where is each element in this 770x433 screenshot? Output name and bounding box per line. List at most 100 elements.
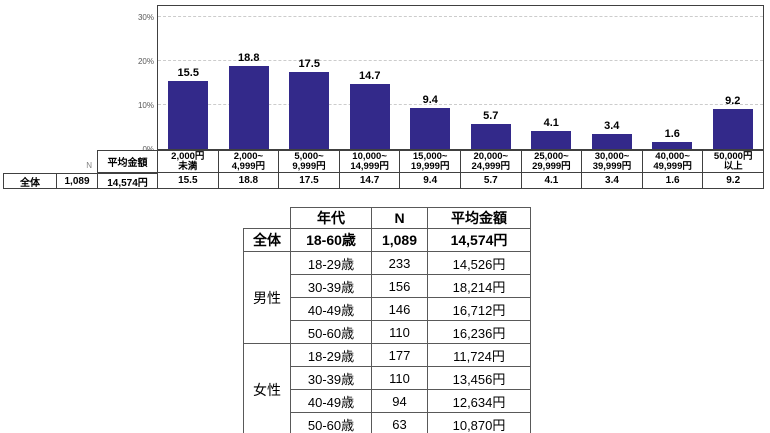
category-header-line: 14,999円 <box>350 161 389 172</box>
avg-cell: 14,526円 <box>427 251 531 275</box>
avg-cell: 11,724円 <box>427 343 531 367</box>
category-header-cell: 15,000~ 19,999円 <box>400 151 461 173</box>
category-header-cell: 10,000~ 14,999円 <box>339 150 401 173</box>
bar-slot: 5.7 <box>461 6 522 149</box>
bar-value-label: 15.5 <box>177 66 199 79</box>
table-row: 50-60歳 63 10,870円 <box>244 412 531 433</box>
category-header-cell: 50,000円 以上 <box>703 151 764 173</box>
ytick-label: 0% <box>128 145 154 154</box>
bar <box>289 72 330 149</box>
bar <box>228 66 269 149</box>
category-header-line: 30,000~ <box>594 150 630 162</box>
total-n-cell: 1,089 <box>371 228 428 252</box>
n-cell: 110 <box>371 366 428 390</box>
bar-slot: 1.6 <box>642 6 703 149</box>
category-header-line: 29,999円 <box>532 161 571 172</box>
bar-value-label: 1.6 <box>664 127 680 140</box>
n-cell: 146 <box>371 297 428 321</box>
n-cell: 110 <box>371 320 428 344</box>
total-row-label-cell: 全体 <box>3 173 57 189</box>
age-cell: 50-60歳 <box>290 412 372 433</box>
bar-slot: 15.5 <box>158 6 219 149</box>
avg-cell: 10,870円 <box>427 412 531 433</box>
category-header-line: 未満 <box>178 161 198 172</box>
avg-cell: 18,214円 <box>427 274 531 298</box>
bar-slot: 9.2 <box>703 6 764 149</box>
category-header-cell: 2,000円 未満 <box>158 151 219 173</box>
category-value-cell: 18.8 <box>218 173 280 189</box>
chart-category-table: 2,000円 未満 2,000~ 4,999円 5,000~ 9,999円 10,000~ 1… <box>157 150 764 189</box>
bar-value-label: 17.5 <box>298 58 320 70</box>
column-header-cell: 平均金額 <box>427 207 531 229</box>
ytick-label: 30% <box>137 13 154 22</box>
n-cell: 63 <box>371 412 428 433</box>
column-header-cell: 年代 <box>290 207 372 229</box>
gridline-20% <box>158 60 763 61</box>
age-cell: 18-29歳 <box>290 251 372 275</box>
bar <box>712 108 753 149</box>
bar <box>531 130 572 149</box>
category-value-cell: 4.1 <box>521 173 583 189</box>
column-header-cell: N <box>371 207 428 229</box>
category-header-cell: 20,000~ 24,999円 <box>460 151 522 173</box>
age-cell: 30-39歳 <box>290 274 372 298</box>
category-header-line: 25,000~ <box>534 150 569 162</box>
bar-value-label: 9.2 <box>725 94 741 107</box>
gridline-30% <box>158 16 763 17</box>
demographics-table: 年代 N 平均金額 全体 18-60歳 1,089 14,574円 男性 18-29歳 233 14… <box>243 207 531 433</box>
n-cell: 233 <box>371 251 428 275</box>
total-n-value-cell: 1,089 <box>56 173 98 189</box>
avg-cell: 16,236円 <box>427 320 531 344</box>
bar <box>168 80 209 149</box>
avg-cell: 16,712円 <box>427 297 531 321</box>
category-value-cell: 1.6 <box>642 173 704 189</box>
total-row: 全体 18-60歳 1,089 14,574円 <box>243 228 531 252</box>
age-cell: 18-29歳 <box>290 343 372 367</box>
avg-amount-header-cell: 平均金額 <box>97 150 158 173</box>
ytick-label: 20% <box>137 57 154 66</box>
n-cell: 156 <box>371 274 428 298</box>
gridline-10% <box>158 104 763 105</box>
table-row: 50-60歳 110 16,236円 <box>244 320 531 344</box>
category-header-line: 24,999円 <box>471 161 511 172</box>
category-header-line: 5,000~ <box>294 150 324 162</box>
table-row: 40-49歳 146 16,712円 <box>244 297 531 321</box>
n-cell: 177 <box>371 343 428 367</box>
table-row: 30-39歳 110 13,456円 <box>244 366 531 390</box>
bar-value-label: 14.7 <box>359 70 381 83</box>
category-header-line: 10,000~ <box>352 150 387 162</box>
category-header-line: 9,999円 <box>292 161 326 172</box>
category-value-cell: 5.7 <box>460 173 522 189</box>
category-header-line: 50,000円 <box>713 150 753 162</box>
table-header-row: 年代 N 平均金額 <box>243 207 531 229</box>
category-value-cell: 17.5 <box>279 173 340 189</box>
table-row: 男性 18-29歳 233 14,526円 <box>243 251 531 344</box>
group-label-cell: 女性 <box>243 343 291 433</box>
bar-value-label: 18.8 <box>238 52 260 65</box>
n-column-label: N <box>86 161 92 170</box>
bar-slot: 14.7 <box>340 6 401 149</box>
bar-slot: 4.1 <box>521 6 582 149</box>
total-group-cell: 全体 <box>243 228 291 252</box>
category-header-cell: 2,000~ 4,999円 <box>218 151 280 173</box>
category-header-line: 40,000~ <box>655 150 690 162</box>
category-header-line: 39,999円 <box>592 161 632 172</box>
bar-value-label: 4.1 <box>543 116 559 129</box>
age-cell: 40-49歳 <box>290 389 372 413</box>
category-header-line: 49,999円 <box>653 161 692 172</box>
table-row: 30-39歳 156 18,214円 <box>244 274 531 298</box>
category-header-cell: 25,000~ 29,999円 <box>521 150 583 173</box>
bar-slot: 3.4 <box>582 6 643 149</box>
avg-cell: 13,456円 <box>427 366 531 390</box>
category-header-cell: 5,000~ 9,999円 <box>279 151 340 173</box>
age-cell: 30-39歳 <box>290 366 372 390</box>
total-age-cell: 18-60歳 <box>290 228 372 252</box>
age-cell: 50-60歳 <box>290 320 372 344</box>
category-value-cell: 15.5 <box>158 173 219 189</box>
category-value-cell: 14.7 <box>339 173 401 189</box>
category-header-line: 以上 <box>723 161 743 172</box>
age-cell: 40-49歳 <box>290 297 372 321</box>
bar-slot: 17.5 <box>279 6 340 149</box>
category-value-cell: 3.4 <box>582 173 643 189</box>
